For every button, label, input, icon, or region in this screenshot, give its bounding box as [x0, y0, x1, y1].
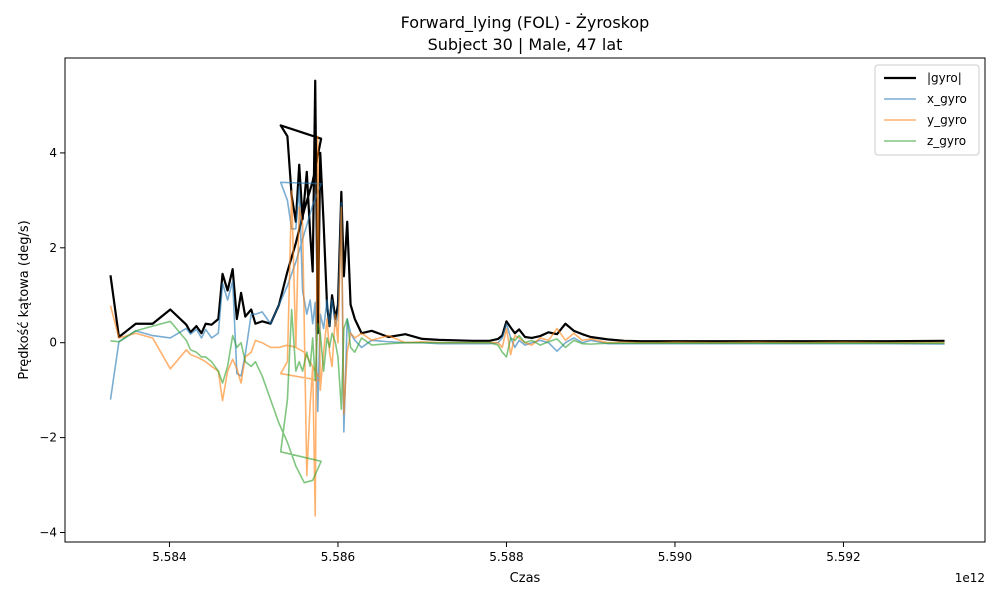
y-tick-label: −2: [39, 431, 57, 445]
y-axis: −4 −2 0 2 4: [39, 146, 65, 540]
series-line-z-gyro: [110, 308, 945, 484]
x-axis: 5.584 5.586 5.588 5.590 5.592: [152, 542, 861, 564]
x-tick-label: 5.588: [489, 550, 523, 564]
x-tick-label: 5.590: [658, 550, 692, 564]
y-tick-label: 4: [49, 146, 57, 160]
legend: |gyro| x_gyro y_gyro z_gyro: [874, 64, 980, 156]
y-tick-label: 0: [49, 336, 57, 350]
y-axis-label: Prędkość kątowa (deg/s): [17, 220, 32, 379]
series-layer: [109, 79, 945, 517]
chart-title: Forward_lying (FOL) - Żyroskop: [401, 13, 650, 33]
legend-label: z_gyro: [927, 134, 966, 148]
chart-subtitle: Subject 30 | Male, 47 lat: [428, 35, 623, 54]
x-axis-label: Czas: [510, 571, 541, 586]
y-tick-label: 2: [49, 241, 57, 255]
plot-frame: [64, 57, 986, 543]
x-tick-label: 5.592: [826, 550, 860, 564]
legend-box: [874, 64, 980, 156]
legend-label: x_gyro: [927, 92, 967, 106]
x-axis-offset-label: 1e12: [955, 571, 985, 585]
legend-label: y_gyro: [927, 113, 967, 127]
y-tick-label: −4: [39, 526, 57, 540]
legend-label: |gyro|: [927, 71, 962, 85]
series-line-x-gyro: [109, 181, 945, 433]
x-tick-label: 5.584: [152, 550, 186, 564]
x-tick-label: 5.586: [321, 550, 355, 564]
series-line-y-gyro: [109, 135, 945, 517]
